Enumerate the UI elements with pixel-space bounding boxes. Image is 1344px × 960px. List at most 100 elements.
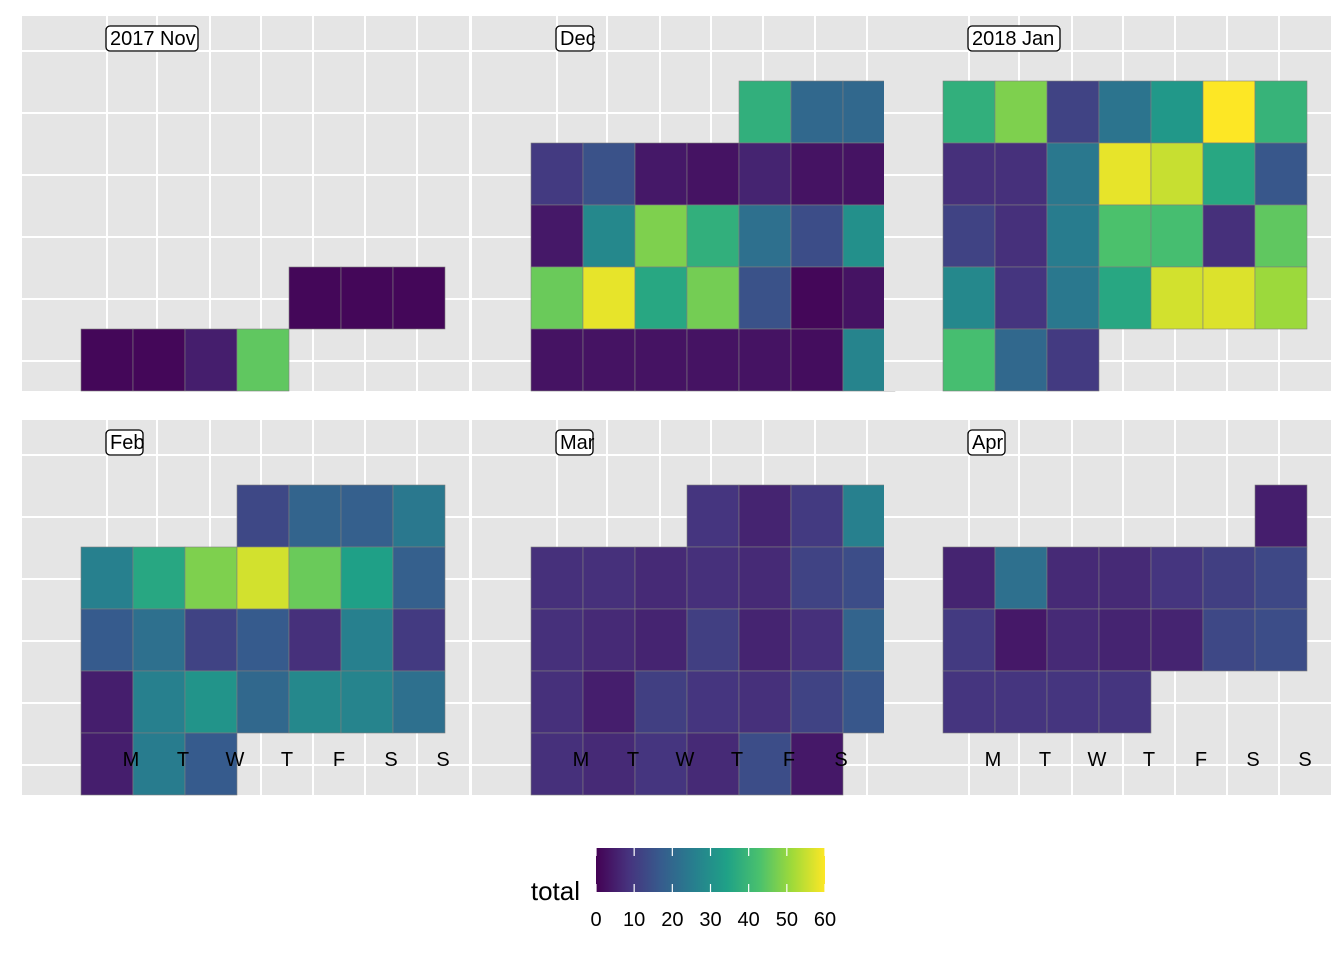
heatmap-cell — [1150, 142, 1204, 206]
heatmap-cell — [1202, 546, 1256, 610]
heatmap-cell — [530, 266, 584, 330]
weekday-label: S — [436, 749, 449, 771]
heatmap-cell — [288, 608, 342, 672]
heatmap-cell — [790, 266, 844, 330]
heatmap-cell — [1254, 80, 1308, 144]
heatmap-cell — [994, 328, 1048, 392]
facet-panel: M T W T F S S Apr — [884, 420, 1331, 795]
heatmap-cell — [738, 670, 792, 734]
heatmap-cell — [392, 608, 446, 672]
heatmap-cell — [530, 546, 584, 610]
heatmap-cell — [236, 546, 290, 610]
heatmap-cell — [1254, 204, 1308, 268]
weekday-label: T — [627, 749, 639, 771]
legend-tick-label: 0 — [590, 909, 601, 931]
facet-panel: MTWTFSSMar — [472, 420, 919, 796]
weekday-label: M — [573, 749, 590, 771]
weekday-label: T — [281, 749, 293, 771]
heatmap-cell — [1046, 328, 1100, 392]
heatmap-cell — [994, 204, 1048, 268]
heatmap-cell — [1202, 80, 1256, 144]
heatmap-cell — [582, 732, 636, 796]
legend-title: total — [531, 876, 580, 906]
heatmap-cell — [1046, 142, 1100, 206]
facet-panel: MTWTFSSDec — [472, 16, 919, 392]
panel-label: Dec — [560, 28, 596, 50]
heatmap-cell — [392, 546, 446, 610]
heatmap-cell — [634, 546, 688, 610]
heatmap-cell — [1098, 142, 1152, 206]
weekday-label: M — [123, 749, 140, 771]
heatmap-cell — [288, 670, 342, 734]
heatmap-cell — [236, 484, 290, 548]
heatmap-cell — [236, 670, 290, 734]
legend-tick-label: 30 — [699, 909, 721, 931]
heatmap-cell — [686, 670, 740, 734]
heatmap-cell — [634, 142, 688, 206]
heatmap-cell — [184, 328, 238, 392]
heatmap-cell — [738, 328, 792, 392]
heatmap-cell — [582, 546, 636, 610]
heatmap-cell — [132, 546, 186, 610]
heatmap-cell — [1254, 608, 1308, 672]
heatmap-cell — [1046, 670, 1100, 734]
heatmap-cell — [132, 670, 186, 734]
heatmap-cell — [942, 80, 996, 144]
heatmap-cell — [942, 670, 996, 734]
heatmap-cell — [1046, 266, 1100, 330]
weekday-label: T — [1039, 749, 1051, 771]
heatmap-cell — [1254, 546, 1308, 610]
weekday-label: W — [676, 749, 695, 771]
heatmap-cell — [530, 670, 584, 734]
heatmap-cell — [582, 204, 636, 268]
heatmap-cell — [132, 608, 186, 672]
weekday-label: F — [783, 749, 795, 771]
heatmap-cell — [790, 546, 844, 610]
weekday-label: W — [226, 749, 245, 771]
panel-label: 2017 Nov — [110, 28, 196, 50]
legend-tick-label: 60 — [814, 909, 836, 931]
heatmap-cell — [392, 670, 446, 734]
heatmap-cell — [236, 328, 290, 392]
facet-panel: MTWTFSS2017 Nov — [22, 16, 469, 392]
heatmap-cell — [184, 732, 238, 796]
legend-ticks: 0 10 20 30 40 50 60 — [590, 848, 836, 931]
heatmap-cell — [634, 204, 688, 268]
heatmap-cell — [530, 732, 584, 796]
panel-label-box — [967, 429, 1006, 456]
heatmap-cell — [340, 670, 394, 734]
heatmap-cell — [994, 80, 1048, 144]
heatmap-cell — [738, 546, 792, 610]
heatmap-cell — [1202, 142, 1256, 206]
panel-label-box — [105, 429, 144, 456]
panel-label: Apr — [972, 432, 1003, 454]
heatmap-cell — [686, 484, 740, 548]
panel-label-box — [555, 25, 594, 52]
heatmap-cell — [530, 142, 584, 206]
heatmap-cell — [1150, 546, 1204, 610]
weekday-label: S — [834, 749, 847, 771]
heatmap-cell — [686, 266, 740, 330]
weekday-label: S — [1298, 749, 1311, 771]
heatmap-cell — [738, 142, 792, 206]
heatmap-cell — [288, 484, 342, 548]
legend-tick-label: 40 — [738, 909, 760, 931]
heatmap-cell — [790, 732, 844, 796]
legend-tick-label: 10 — [623, 909, 645, 931]
legend: total 0 10 20 30 40 50 60 — [531, 848, 836, 931]
weekday-label: S — [1246, 749, 1259, 771]
heatmap-cell — [738, 732, 792, 796]
heatmap-cell — [1202, 266, 1256, 330]
heatmap-cell — [236, 608, 290, 672]
heatmap-cell — [686, 732, 740, 796]
panel-label-box — [967, 25, 1061, 52]
heatmap-cell — [582, 328, 636, 392]
heatmap-cell — [686, 608, 740, 672]
heatmap-cell — [530, 204, 584, 268]
weekday-label: S — [384, 749, 397, 771]
heatmap-cell — [1202, 204, 1256, 268]
facet-panel: M T W T F S S Feb — [22, 420, 469, 796]
heatmap-cell — [738, 608, 792, 672]
heatmap-cell — [184, 546, 238, 610]
